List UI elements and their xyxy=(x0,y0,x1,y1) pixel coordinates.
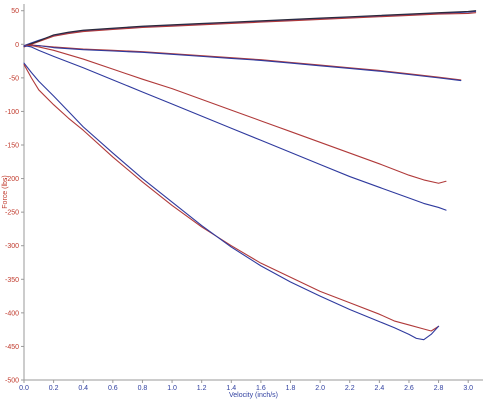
y-tick-label: -400 xyxy=(5,310,19,317)
y-tick-label: -200 xyxy=(5,176,19,183)
x-tick-label: 2.4 xyxy=(374,385,384,392)
y-tick-label: -350 xyxy=(5,277,19,284)
y-tick-label: -450 xyxy=(5,344,19,351)
labels-layer: Force (lbs) Velocity (inch/s) xyxy=(2,175,278,399)
x-tick-label: 2.2 xyxy=(345,385,355,392)
x-axis-title: Velocity (inch/s) xyxy=(229,392,278,399)
x-tick-label: 2.6 xyxy=(404,385,414,392)
x-tick-label: 0.0 xyxy=(19,385,29,392)
x-tick-label: 0.8 xyxy=(138,385,148,392)
series-line-9 xyxy=(23,62,440,341)
x-tick-label: 1.0 xyxy=(167,385,177,392)
x-tick-label: 0.4 xyxy=(78,385,88,392)
series-line-7 xyxy=(23,45,447,211)
series-line-2 xyxy=(23,12,477,48)
series-line-4 xyxy=(23,44,462,81)
y-tick-label: 50 xyxy=(11,8,19,15)
y-tick-label: -250 xyxy=(5,210,19,217)
x-tick-label: 2.8 xyxy=(434,385,444,392)
y-tick-label: -500 xyxy=(5,378,19,385)
x-tick-label: 1.2 xyxy=(197,385,207,392)
y-tick-label: -150 xyxy=(5,143,19,150)
x-tick-label: 1.6 xyxy=(256,385,266,392)
series-line-6 xyxy=(23,45,447,184)
x-tick-label: 2.0 xyxy=(315,385,325,392)
series-line-1 xyxy=(23,10,477,47)
y-axis-title: Force (lbs) xyxy=(2,175,9,208)
x-tick-label: 1.4 xyxy=(226,385,236,392)
y-tick-label: -100 xyxy=(5,109,19,116)
x-tick-label: 0.2 xyxy=(49,385,59,392)
x-tick-label: 1.8 xyxy=(286,385,296,392)
series-line-3 xyxy=(23,10,477,47)
series-line-8 xyxy=(23,63,440,332)
axes: 50 0 -50 -100 -150 -200 -250 -300 -350 -400 -450 -5… xyxy=(5,4,483,392)
x-tick-label: 0.6 xyxy=(108,385,118,392)
x-tick-label: 3.0 xyxy=(463,385,473,392)
series-layer xyxy=(23,10,477,341)
y-tick-label: -50 xyxy=(9,75,19,82)
y-tick-label: -300 xyxy=(5,243,19,250)
series-line-5 xyxy=(23,45,462,82)
y-tick-label: 0 xyxy=(15,42,19,49)
